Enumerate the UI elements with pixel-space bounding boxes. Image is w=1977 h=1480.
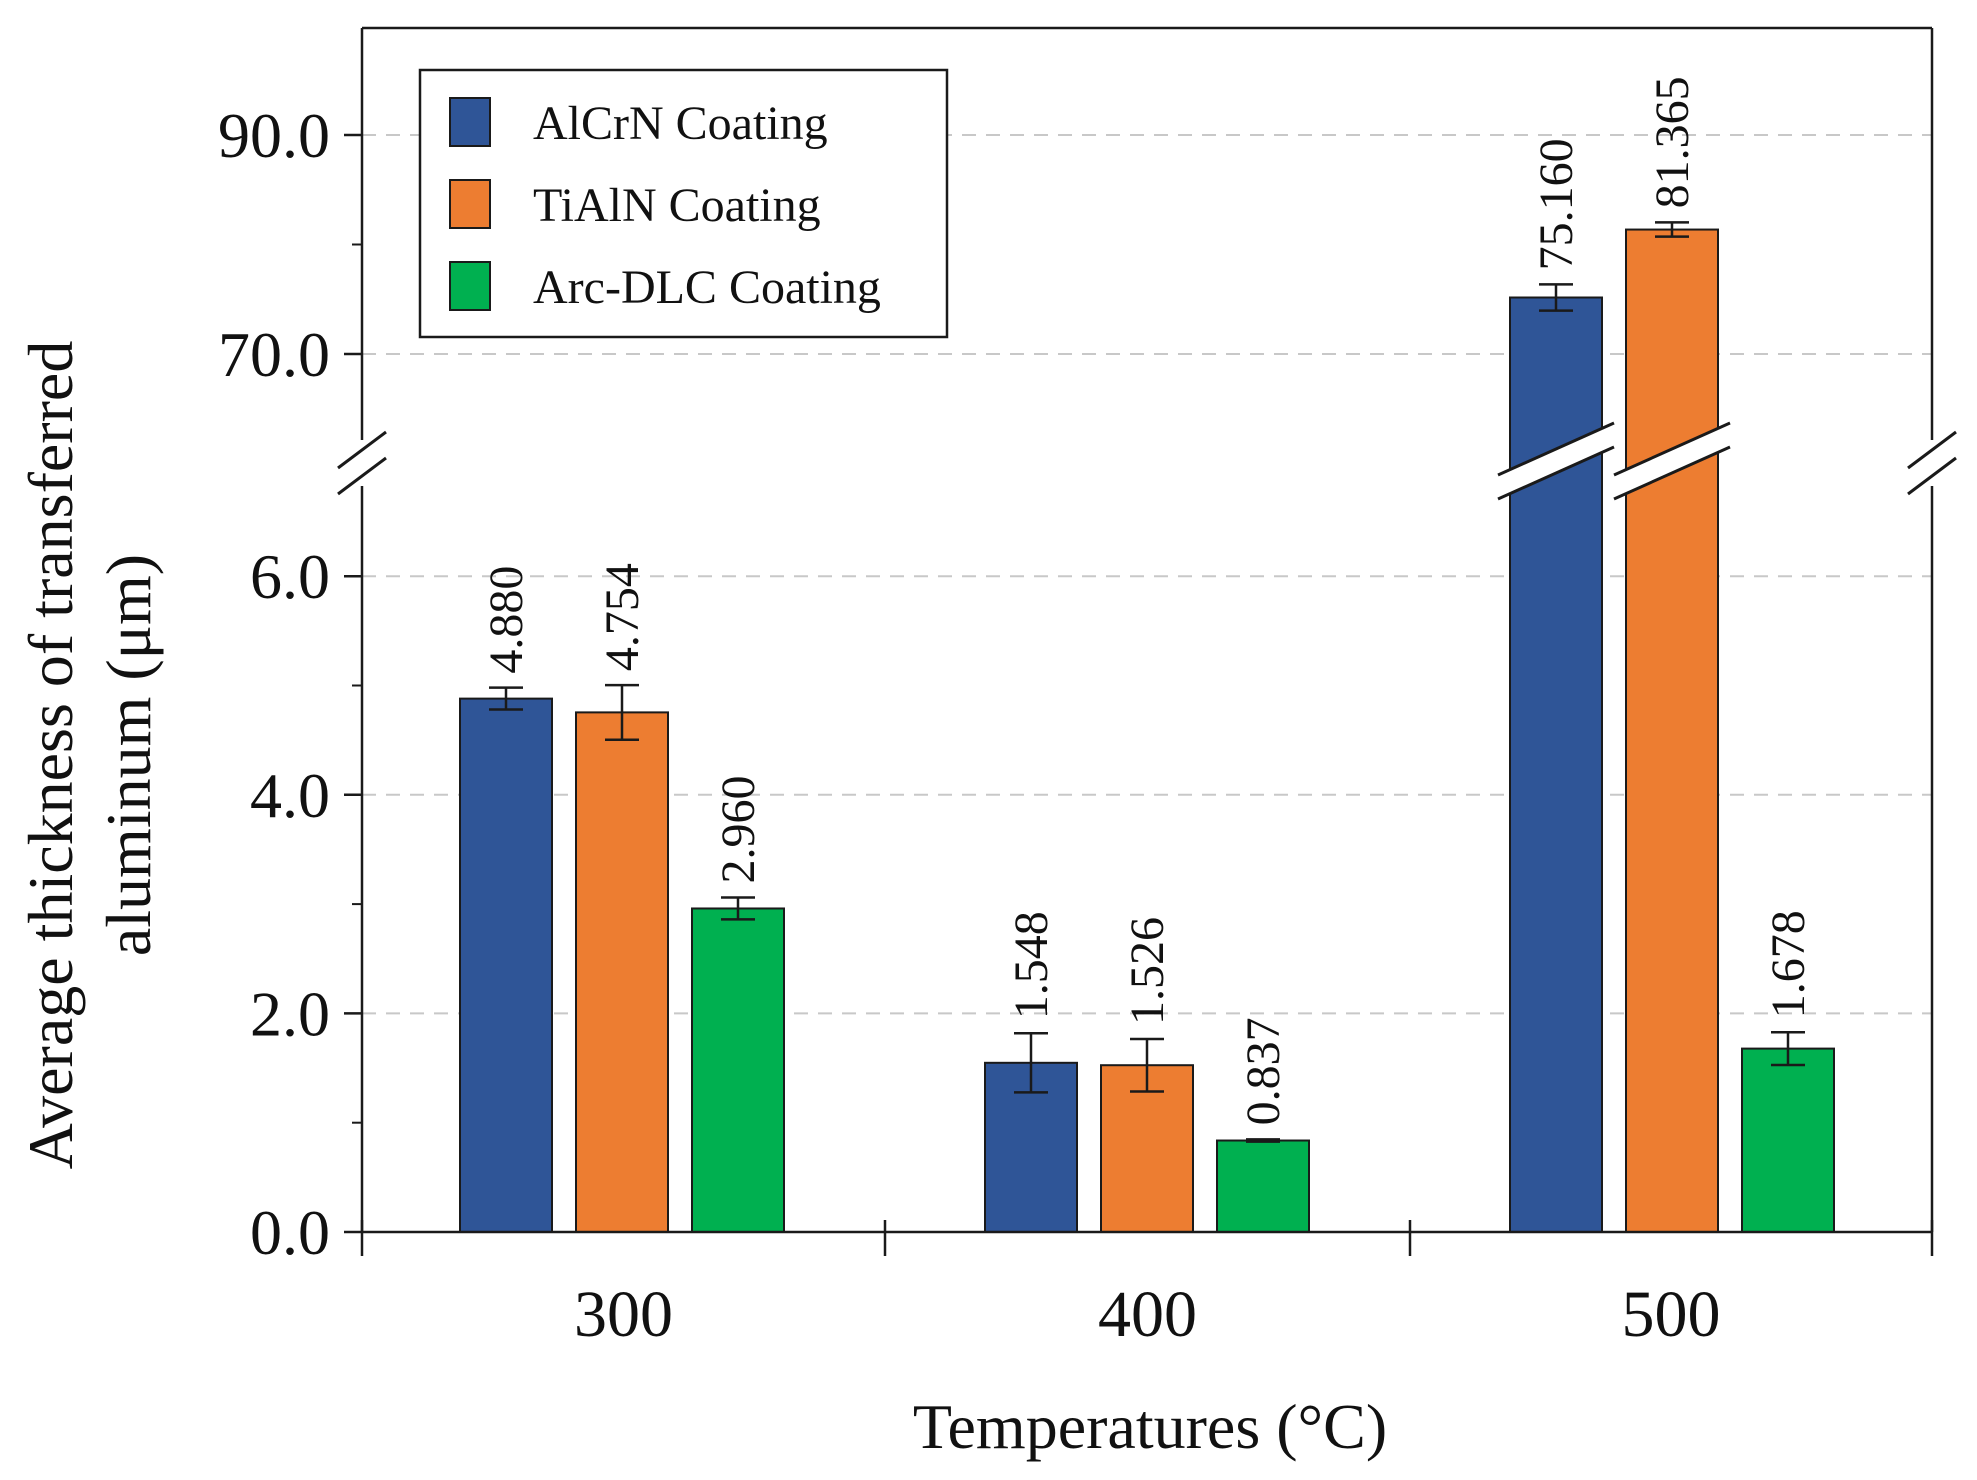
legend-swatch: [449, 97, 491, 147]
y-axis-title-line2: aluminum (μm): [93, 554, 164, 956]
bar-break-slash: [1613, 421, 1731, 477]
bar-break-gap: [1498, 423, 1614, 499]
bar: [459, 697, 553, 1233]
data-label: 81.365: [1646, 76, 1699, 208]
bar-break-slash: [1497, 445, 1615, 501]
data-label: 2.960: [712, 776, 765, 884]
legend-box: [418, 68, 949, 339]
data-label: 1.526: [1121, 917, 1174, 1025]
data-label: 4.880: [480, 566, 533, 674]
plot-frame: [337, 26, 1957, 1234]
y-tick-label: 90.0: [218, 100, 330, 171]
bar: [1625, 228, 1719, 1234]
data-label: 0.837: [1237, 1017, 1290, 1125]
x-category-label: 500: [1622, 1278, 1721, 1351]
axis-break-slash: [1907, 456, 1957, 496]
data-label: 4.754: [596, 563, 649, 671]
y-tick-label: 2.0: [250, 978, 330, 1049]
bar-break-slash: [1613, 445, 1731, 501]
y-tick-label: 0.0: [250, 1197, 330, 1268]
bar-break-gap: [1614, 423, 1730, 499]
x-category-label: 400: [1098, 1278, 1197, 1351]
bar: [1741, 1047, 1835, 1233]
axis-break-slash: [337, 456, 387, 496]
legend-swatch: [449, 179, 491, 229]
bar-break-slash: [1497, 421, 1615, 477]
data-label: 1.548: [1005, 911, 1058, 1019]
bar: [575, 711, 669, 1233]
legend-label: Arc-DLC Coating: [533, 261, 881, 314]
axis-ticks: 0.0 2.0 4.0 6.0 70.0 90.0 300 400 500: [218, 100, 1934, 1351]
legend-label: TiAlN Coating: [533, 179, 821, 232]
y-axis-title-line1: Average thickness of transferred: [15, 341, 86, 1170]
data-label: 75.160: [1530, 138, 1583, 270]
y-tick-label: 4.0: [250, 760, 330, 831]
bars: [459, 221, 1835, 1234]
x-axis-title: Temperatures (°C): [913, 1391, 1387, 1462]
data-labels: 4.880 1.548 75.160 4.754 1.526 81.365 2.960 0.8…: [480, 76, 1815, 1125]
axis-break-slash: [1907, 430, 1957, 470]
y-tick-label: 70.0: [218, 319, 330, 390]
x-category-label: 300: [574, 1278, 673, 1351]
data-label: 1.678: [1762, 910, 1815, 1018]
axis-break-slash: [337, 430, 387, 470]
bar: [691, 907, 785, 1233]
legend-label: AlCrN Coating: [533, 97, 828, 150]
bar: [1216, 1139, 1310, 1233]
y-tick-label: 6.0: [250, 541, 330, 612]
legend-swatch: [449, 261, 491, 311]
legend: AlCrN Coating TiAlN Coating Arc-DLC Coatin…: [418, 68, 949, 339]
